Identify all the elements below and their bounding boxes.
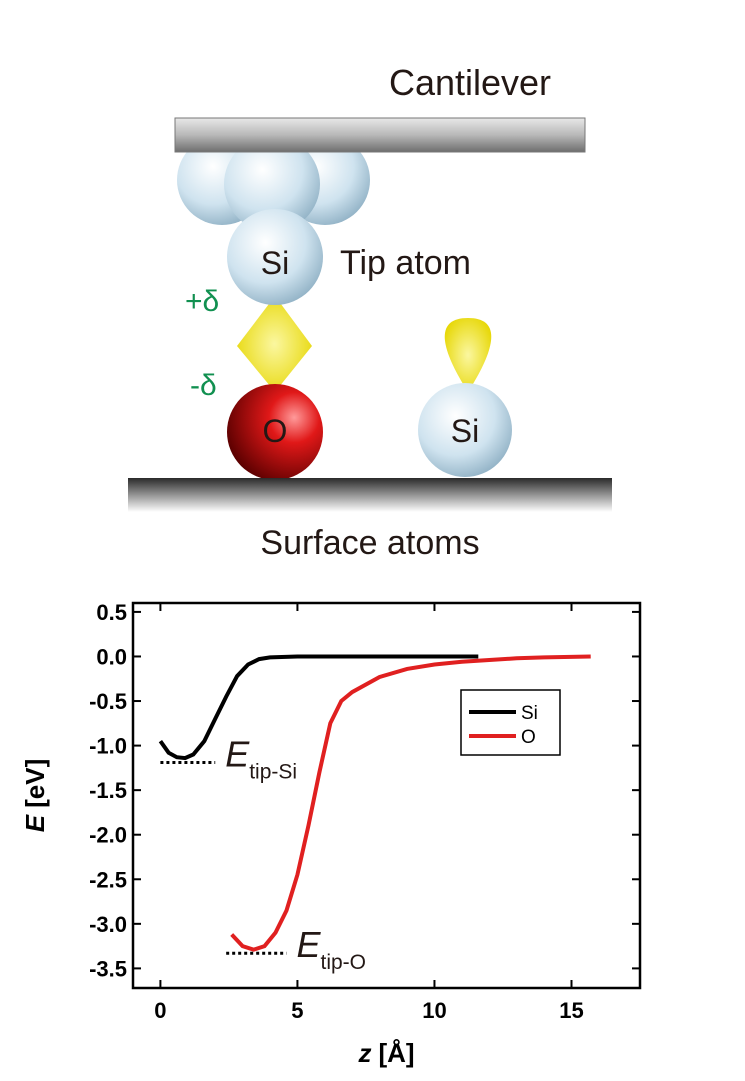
- label: Surface atoms: [260, 524, 479, 562]
- atom: [227, 384, 323, 480]
- axis-symbol: z: [357, 1038, 371, 1068]
- legend-box: [460, 689, 561, 756]
- axis-unit: [Å]: [378, 1038, 414, 1068]
- annotation-symbol: E: [225, 734, 250, 775]
- charge-cloud: [444, 318, 492, 392]
- surface: [128, 478, 612, 512]
- atom: [418, 383, 512, 477]
- x-tick-label: 5: [291, 998, 303, 1023]
- label: -δ: [190, 369, 217, 402]
- charge-cloud: [237, 296, 312, 392]
- y-tick-label: -1.0: [89, 734, 127, 759]
- atom: [224, 136, 320, 232]
- data-line: [230, 654, 591, 952]
- y-tick-label: 0.5: [96, 600, 127, 625]
- label: Cantilever: [389, 62, 551, 103]
- axis-symbol: E: [20, 814, 50, 832]
- annotation: Etip-Si: [225, 734, 297, 784]
- atom: [227, 209, 323, 305]
- x-tick-label: 0: [154, 998, 166, 1023]
- annotation: Etip-O: [296, 924, 366, 974]
- data-line: [158, 654, 479, 761]
- cantilever: [174, 117, 586, 153]
- annotation-sub: tip-Si: [249, 761, 297, 784]
- y-tick-label: 0.0: [96, 644, 127, 669]
- y-tick-label: -0.5: [89, 689, 127, 714]
- y-tick-label: -2.5: [89, 867, 127, 892]
- x-axis-label: z [Å]: [357, 1038, 414, 1068]
- y-tick-label: -1.5: [89, 778, 127, 803]
- label: +δ: [185, 285, 219, 318]
- label: Tip atom: [340, 244, 471, 282]
- diagram: Cantilever Si Tip atom +δ -δ O Si Surfac…: [128, 62, 612, 562]
- y-tick-label: -3.0: [89, 912, 127, 937]
- legend-label: O: [521, 727, 536, 748]
- label: Si: [261, 245, 289, 281]
- annotation-symbol: E: [296, 924, 321, 965]
- x-tick-label: 10: [422, 998, 446, 1023]
- label: O: [263, 413, 288, 449]
- chart: 0.5 0.0 -0.5 -1.0 -1.5 -2.0 -2.5 -3.0 -3.5 0 5 10 15…: [20, 600, 642, 1068]
- axis-unit: [eV]: [20, 759, 50, 808]
- annotation-sub: tip-O: [320, 951, 366, 974]
- y-tick-label: -2.0: [89, 823, 127, 848]
- legend-label: Si: [521, 703, 538, 724]
- y-axis-label: E [eV]: [20, 759, 50, 832]
- plot-frame: [131, 601, 642, 990]
- y-tick-label: -3.5: [89, 956, 127, 981]
- x-tick-label: 15: [559, 998, 583, 1023]
- label: Si: [451, 413, 479, 449]
